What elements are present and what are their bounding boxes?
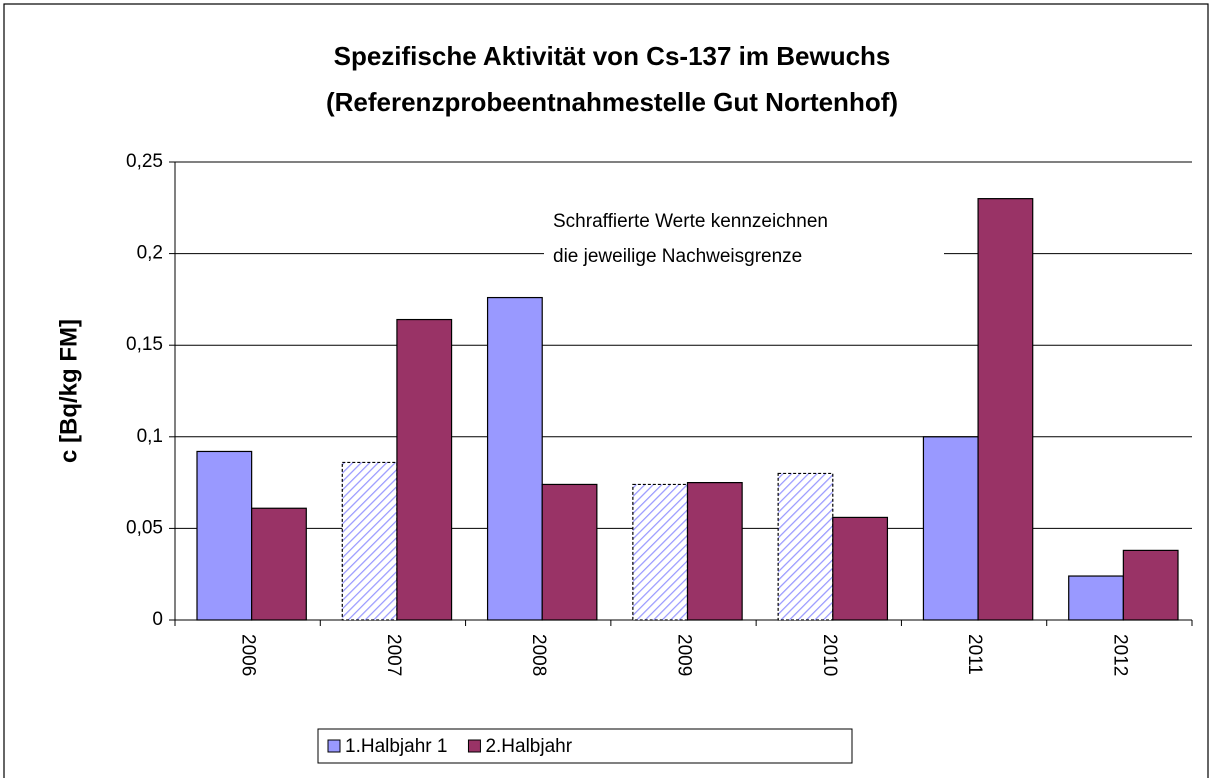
bar xyxy=(196,450,253,621)
legend-label: 2.Halbjahr xyxy=(485,736,572,757)
legend-swatch xyxy=(467,739,481,753)
legend-label: 1.Halbjahr 1 xyxy=(345,736,447,757)
y-tick-label: 0,15 xyxy=(126,334,163,355)
bar-hatched xyxy=(777,472,834,621)
legend-box xyxy=(317,728,853,764)
bar xyxy=(486,296,543,621)
bar xyxy=(832,516,889,621)
y-axis-label: c [Bq/kg FM] xyxy=(55,319,82,463)
x-tick-label: 2010 xyxy=(819,634,840,676)
x-tick-label: 2012 xyxy=(1109,634,1130,676)
bar xyxy=(1068,575,1124,621)
annotation-text: Schraffierte Werte kennzeichnen xyxy=(553,211,828,232)
y-tick-label: 0,05 xyxy=(126,517,163,538)
chart-title: (Referenzprobeentnahmestelle Gut Nortenh… xyxy=(326,87,898,117)
y-tick-label: 0,25 xyxy=(126,151,163,172)
bar xyxy=(922,436,979,621)
legend-swatch xyxy=(327,739,341,753)
annotation: Schraffierte Werte kennzeichnen die jewei… xyxy=(544,203,944,275)
x-tick-label: 2009 xyxy=(673,634,694,676)
bar xyxy=(396,318,453,621)
x-tick-label: 2011 xyxy=(964,634,985,675)
y-tick-label: 0 xyxy=(152,609,163,630)
bar xyxy=(1122,549,1179,621)
bar xyxy=(977,198,1034,621)
chart-title: Spezifische Aktivität von Cs-137 im Bewu… xyxy=(334,41,891,71)
bar-hatched xyxy=(632,483,689,621)
x-tick-label: 2006 xyxy=(238,634,259,676)
bar xyxy=(541,483,598,621)
bar-hatched xyxy=(341,461,398,621)
x-tick-label: 2008 xyxy=(528,634,549,676)
y-tick-label: 0,1 xyxy=(137,426,163,447)
annotation-text: die jeweilige Nachweisgrenze xyxy=(553,246,802,267)
x-tick-label: 2007 xyxy=(383,634,404,676)
y-tick-label: 0,2 xyxy=(137,243,163,264)
bar xyxy=(251,507,307,621)
legend: 1.Halbjahr 1 2.Halbjahr xyxy=(317,728,853,764)
annotation-background xyxy=(544,203,944,275)
bar xyxy=(686,482,743,621)
